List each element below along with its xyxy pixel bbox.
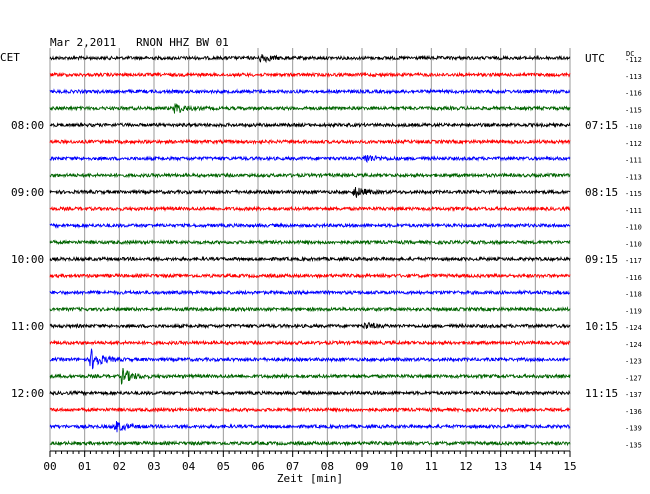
left-time-label: 10:00 bbox=[11, 253, 44, 266]
dc-offset-label: -110 bbox=[625, 224, 642, 232]
trace-6 bbox=[49, 154, 571, 164]
trace-22 bbox=[49, 420, 571, 433]
x-tick-label: 07 bbox=[286, 460, 299, 473]
dc-offset-label: -124 bbox=[625, 341, 642, 349]
right-time-label: 10:15 bbox=[585, 320, 618, 333]
dc-offset-label: -110 bbox=[625, 123, 642, 131]
trace-12 bbox=[49, 255, 571, 263]
x-tick-label: 08 bbox=[321, 460, 334, 473]
left-time-label: 12:00 bbox=[11, 387, 44, 400]
x-tick-label: 03 bbox=[147, 460, 160, 473]
trace-5 bbox=[49, 138, 571, 146]
x-tick-label: 04 bbox=[182, 460, 196, 473]
dc-offset-label: -116 bbox=[625, 274, 642, 282]
x-axis: 00 01 02 03 04 05 06 07 08 09 10 11 12 13 14 15 bbox=[43, 450, 577, 473]
trace-group bbox=[49, 54, 571, 447]
dc-offset-label: -135 bbox=[625, 441, 642, 449]
x-tick-label: 14 bbox=[529, 460, 543, 473]
dc-offset-header: DC bbox=[626, 50, 634, 58]
trace-10 bbox=[49, 222, 571, 229]
trace-0 bbox=[49, 54, 571, 64]
x-tick-label: 00 bbox=[43, 460, 56, 473]
dc-offset-label: -136 bbox=[625, 408, 642, 416]
right-time-label: UTC bbox=[585, 52, 605, 65]
dc-offset-label: -115 bbox=[625, 106, 642, 114]
dc-offset-label: -111 bbox=[625, 207, 642, 215]
trace-13 bbox=[49, 272, 571, 280]
x-tick-label: 05 bbox=[217, 460, 230, 473]
x-tick-label: 06 bbox=[251, 460, 264, 473]
x-tick-label: 09 bbox=[355, 460, 368, 473]
trace-2 bbox=[49, 88, 571, 95]
dc-offset-label: -127 bbox=[625, 374, 642, 382]
dc-offset-label: -112 bbox=[625, 56, 642, 64]
trace-16 bbox=[49, 321, 571, 330]
x-tick-label: 13 bbox=[494, 460, 507, 473]
x-tick-label: 01 bbox=[78, 460, 91, 473]
dc-offset-label: -117 bbox=[625, 257, 642, 265]
trace-9 bbox=[49, 205, 571, 213]
dc-offset-label: -116 bbox=[625, 90, 642, 98]
dc-offset-label: -119 bbox=[625, 307, 642, 315]
trace-19 bbox=[49, 367, 571, 385]
chart-grid bbox=[49, 48, 571, 454]
right-time-label: 09:15 bbox=[585, 253, 618, 266]
trace-1 bbox=[49, 71, 571, 79]
left-time-label: 09:00 bbox=[11, 186, 44, 199]
right-time-label: 07:15 bbox=[585, 119, 618, 132]
trace-17 bbox=[49, 339, 571, 347]
x-tick-label: 15 bbox=[563, 460, 576, 473]
chart-title: Mar 2,2011 RNON HHZ BW 01 bbox=[50, 36, 229, 49]
x-tick-label: 12 bbox=[459, 460, 472, 473]
x-tick-label: 11 bbox=[425, 460, 438, 473]
trace-11 bbox=[49, 239, 571, 246]
dc-offset-label: -113 bbox=[625, 73, 642, 81]
dc-offset-label: -115 bbox=[625, 190, 642, 198]
dc-offset-label: -111 bbox=[625, 157, 642, 165]
trace-4 bbox=[49, 121, 571, 129]
trace-21 bbox=[49, 406, 571, 414]
trace-14 bbox=[49, 289, 571, 296]
dc-offset-label: -139 bbox=[625, 425, 642, 433]
dc-offset-label: -112 bbox=[625, 140, 642, 148]
trace-18 bbox=[49, 348, 571, 370]
x-tick-label: 02 bbox=[113, 460, 126, 473]
trace-7 bbox=[49, 171, 571, 179]
right-time-label: 08:15 bbox=[585, 186, 618, 199]
trace-8 bbox=[49, 186, 571, 198]
trace-15 bbox=[49, 305, 571, 313]
left-time-label: 08:00 bbox=[11, 119, 44, 132]
dc-offset-label: -137 bbox=[625, 391, 642, 399]
left-timezone-label: CET bbox=[0, 51, 20, 64]
left-time-label: 11:00 bbox=[11, 320, 44, 333]
x-tick-label: 10 bbox=[390, 460, 403, 473]
trace-23 bbox=[49, 439, 571, 447]
trace-3 bbox=[49, 103, 571, 114]
dc-offset-label: -110 bbox=[625, 240, 642, 248]
right-time-label: 11:15 bbox=[585, 387, 618, 400]
label-group: 08:00 09:00 10:00 11:00 12:00 UTC 07:15 08:15 09… bbox=[11, 52, 642, 449]
dc-offset-label: -123 bbox=[625, 358, 642, 366]
dc-offset-label: -124 bbox=[625, 324, 642, 332]
trace-20 bbox=[49, 389, 571, 397]
dc-offset-label: -118 bbox=[625, 291, 642, 299]
x-axis-label: Zeit [min] bbox=[277, 472, 343, 485]
dc-offset-label: -113 bbox=[625, 173, 642, 181]
